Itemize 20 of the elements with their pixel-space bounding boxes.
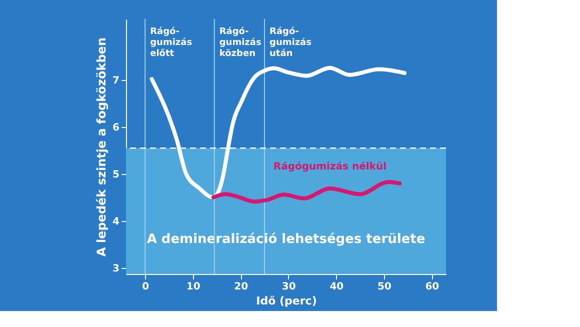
x-tick-label: 10 bbox=[186, 282, 200, 292]
y-tick-label: 5 bbox=[112, 169, 120, 180]
x-tick-label: 0 bbox=[142, 282, 150, 292]
x-tick-label: 50 bbox=[377, 282, 392, 292]
y-tick-label: 6 bbox=[112, 122, 120, 134]
y-tick-label: 4 bbox=[112, 216, 120, 228]
series-label: Rágógumizás nélkül bbox=[273, 162, 387, 173]
y-axis-title: A lepedék szintje a fogközökben bbox=[94, 38, 109, 256]
y-tick-label: 7 bbox=[112, 76, 120, 87]
y-tick-label: 3 bbox=[112, 263, 120, 274]
ref-line-label: Rágó- gumizás közben bbox=[219, 26, 262, 59]
ref-line-label: Rágó- gumizás után bbox=[270, 26, 312, 59]
x-tick-label: 60 bbox=[425, 282, 440, 292]
x-tick-label: 40 bbox=[330, 282, 344, 292]
x-tick-label: 30 bbox=[282, 282, 296, 292]
x-axis-title: Idő (perc) bbox=[256, 294, 317, 308]
x-tick-label: 20 bbox=[234, 282, 248, 292]
ref-line-label: Rágó- gumizás előtt bbox=[150, 26, 192, 59]
line-series bbox=[211, 180, 402, 204]
band-label: A demineralizáció lehetséges területe bbox=[146, 232, 426, 248]
